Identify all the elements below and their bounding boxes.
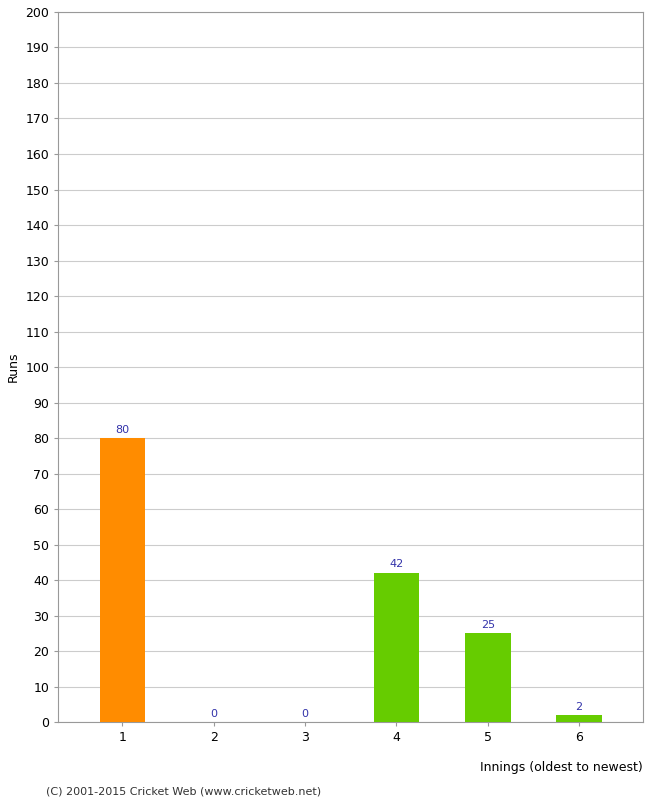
- Text: 0: 0: [302, 709, 309, 718]
- Bar: [374, 573, 419, 722]
- Text: Innings (oldest to newest): Innings (oldest to newest): [480, 762, 643, 774]
- Text: 42: 42: [389, 559, 404, 570]
- Y-axis label: Runs: Runs: [7, 352, 20, 382]
- Bar: [556, 715, 602, 722]
- Bar: [465, 634, 511, 722]
- Text: (C) 2001-2015 Cricket Web (www.cricketweb.net): (C) 2001-2015 Cricket Web (www.cricketwe…: [46, 786, 320, 796]
- Text: 25: 25: [481, 620, 495, 630]
- Text: 80: 80: [115, 425, 129, 434]
- Text: 2: 2: [575, 702, 582, 711]
- Bar: [99, 438, 145, 722]
- Text: 0: 0: [210, 709, 217, 718]
